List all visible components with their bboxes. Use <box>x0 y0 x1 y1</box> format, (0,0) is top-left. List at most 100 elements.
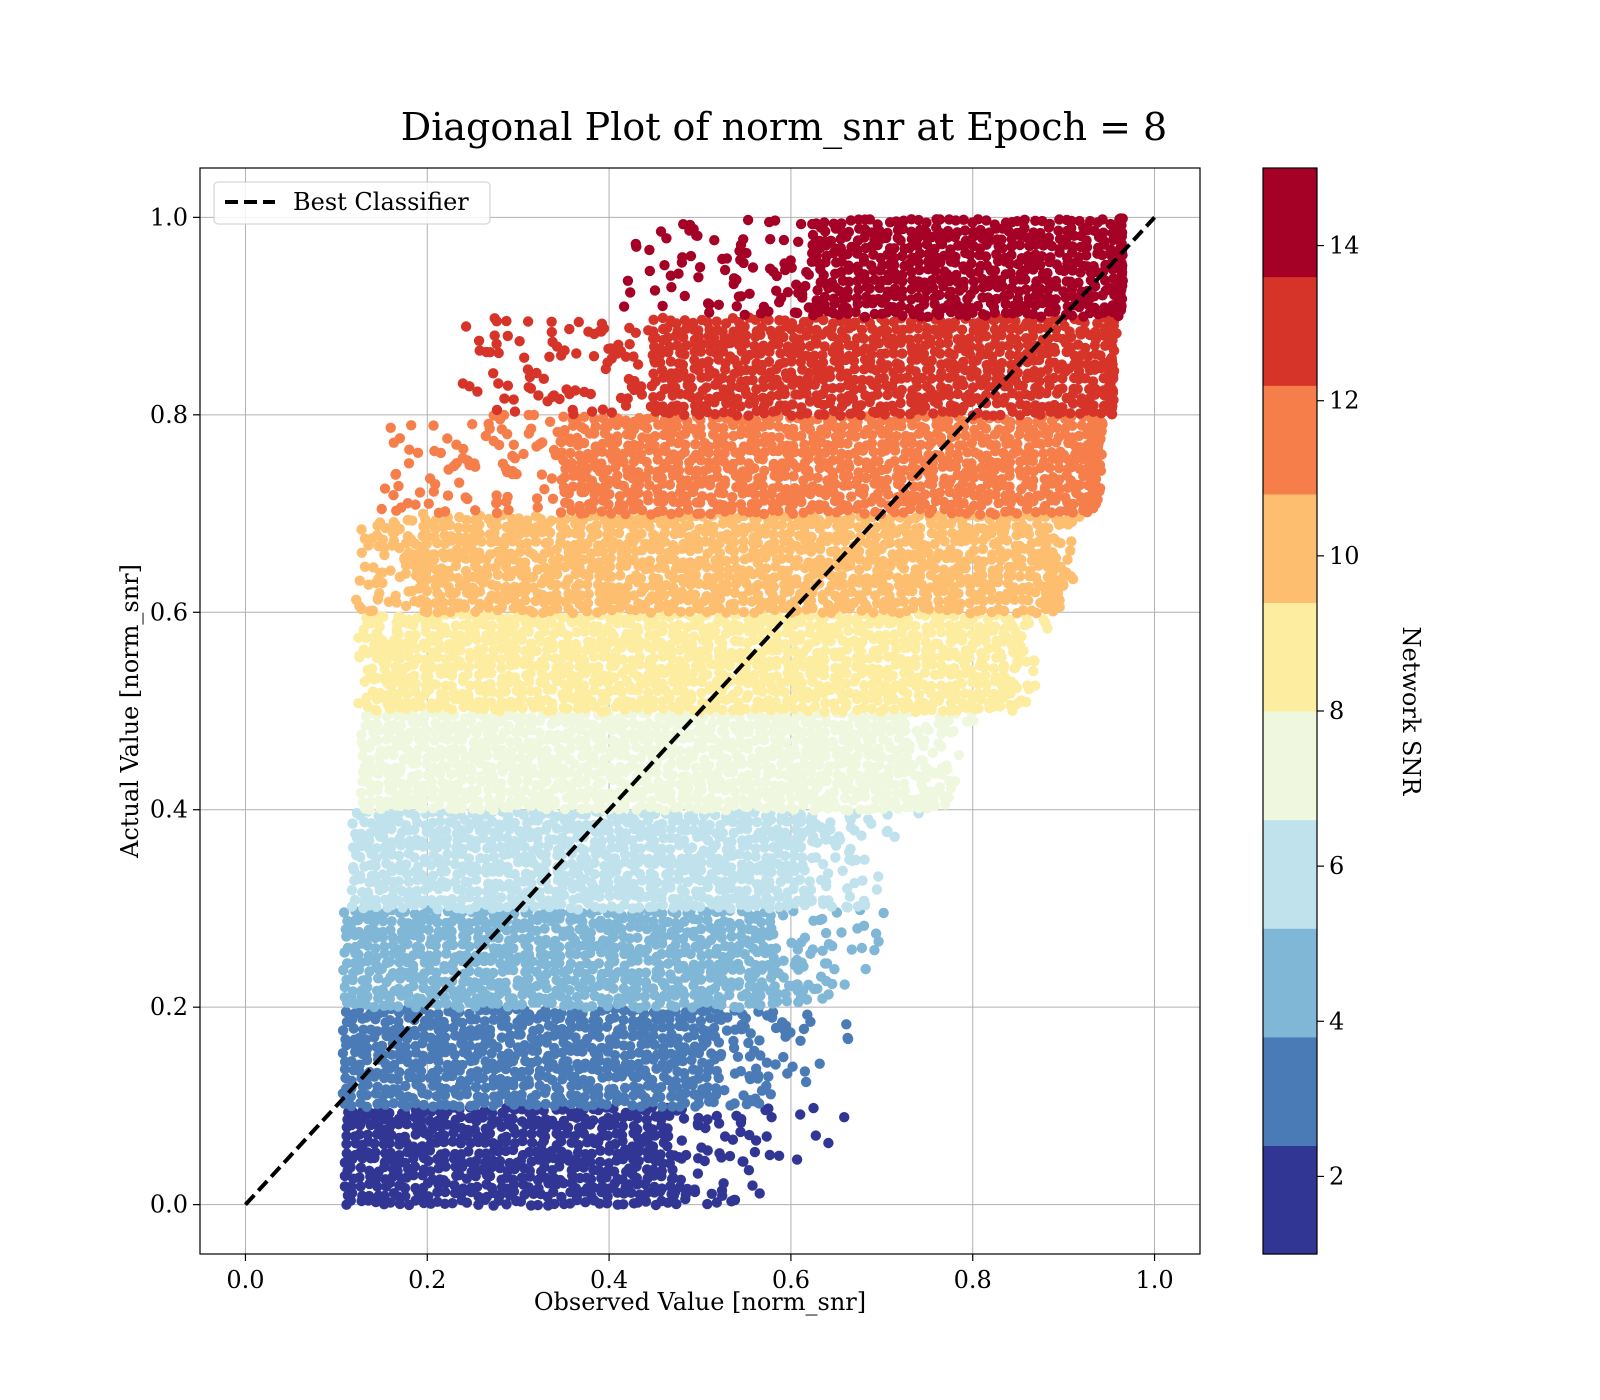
point <box>441 825 452 836</box>
point <box>830 852 841 863</box>
point <box>588 1115 599 1126</box>
point <box>381 648 392 659</box>
point <box>690 762 702 773</box>
point <box>657 1022 668 1033</box>
point <box>509 932 520 944</box>
point <box>621 892 632 903</box>
point <box>360 696 371 708</box>
point <box>786 937 797 948</box>
point <box>400 1080 411 1092</box>
point <box>580 1058 591 1069</box>
point <box>487 1155 498 1166</box>
point <box>565 743 576 754</box>
point <box>507 1174 518 1185</box>
point <box>608 630 619 642</box>
point <box>509 1066 520 1078</box>
point <box>814 914 826 926</box>
point <box>519 841 530 852</box>
point <box>738 606 749 618</box>
point <box>869 945 880 956</box>
point <box>810 852 822 863</box>
point <box>641 1049 653 1060</box>
point <box>416 836 428 847</box>
point <box>372 735 383 746</box>
point <box>633 1047 645 1058</box>
point <box>527 763 538 774</box>
point <box>502 811 514 822</box>
point <box>632 1197 644 1208</box>
point <box>622 870 633 881</box>
point <box>788 703 800 715</box>
point <box>781 996 793 1007</box>
point <box>502 1001 514 1012</box>
point <box>559 804 571 815</box>
point <box>878 907 889 919</box>
point <box>823 895 834 906</box>
point <box>570 638 582 650</box>
point <box>780 850 791 861</box>
point <box>781 770 792 781</box>
point <box>487 951 498 963</box>
point <box>703 993 714 1004</box>
point <box>385 861 396 872</box>
point <box>501 986 512 997</box>
point <box>656 1101 668 1112</box>
point <box>672 1033 684 1044</box>
point <box>427 1123 438 1135</box>
point <box>625 1041 636 1052</box>
point <box>384 956 395 967</box>
point <box>587 788 599 799</box>
point <box>517 1135 528 1147</box>
point <box>909 653 921 665</box>
point <box>692 1120 704 1131</box>
point <box>609 1050 621 1061</box>
point <box>827 940 838 952</box>
point <box>485 678 496 690</box>
point <box>504 1157 515 1169</box>
point <box>737 794 748 805</box>
point <box>386 837 397 848</box>
point <box>567 809 578 820</box>
point <box>457 903 468 914</box>
point <box>874 760 885 771</box>
point <box>569 975 580 986</box>
point <box>380 1099 391 1111</box>
point <box>714 776 726 787</box>
point <box>733 977 745 988</box>
point <box>496 1032 507 1043</box>
point <box>819 645 831 656</box>
point <box>430 679 442 690</box>
point <box>400 1041 411 1053</box>
point <box>795 1109 806 1120</box>
point <box>710 1083 722 1094</box>
point <box>470 1081 482 1093</box>
point <box>503 878 515 890</box>
point <box>627 1015 639 1027</box>
point <box>648 836 660 847</box>
point <box>589 869 600 880</box>
point <box>634 943 645 955</box>
point <box>455 1075 467 1087</box>
point <box>549 1023 561 1035</box>
point <box>686 842 698 853</box>
point <box>369 704 381 715</box>
point <box>555 1174 566 1186</box>
point <box>1008 700 1019 711</box>
point <box>612 967 624 978</box>
point <box>494 1190 506 1201</box>
point <box>562 1041 574 1052</box>
point <box>604 762 616 773</box>
point <box>511 884 522 896</box>
point <box>579 968 591 980</box>
point <box>603 877 614 889</box>
point <box>601 851 613 862</box>
point <box>341 1138 352 1150</box>
point <box>402 785 413 797</box>
point <box>526 638 537 649</box>
point <box>729 787 741 798</box>
point <box>724 1150 736 1162</box>
point <box>597 903 608 914</box>
point <box>627 835 638 846</box>
point <box>706 1188 717 1200</box>
